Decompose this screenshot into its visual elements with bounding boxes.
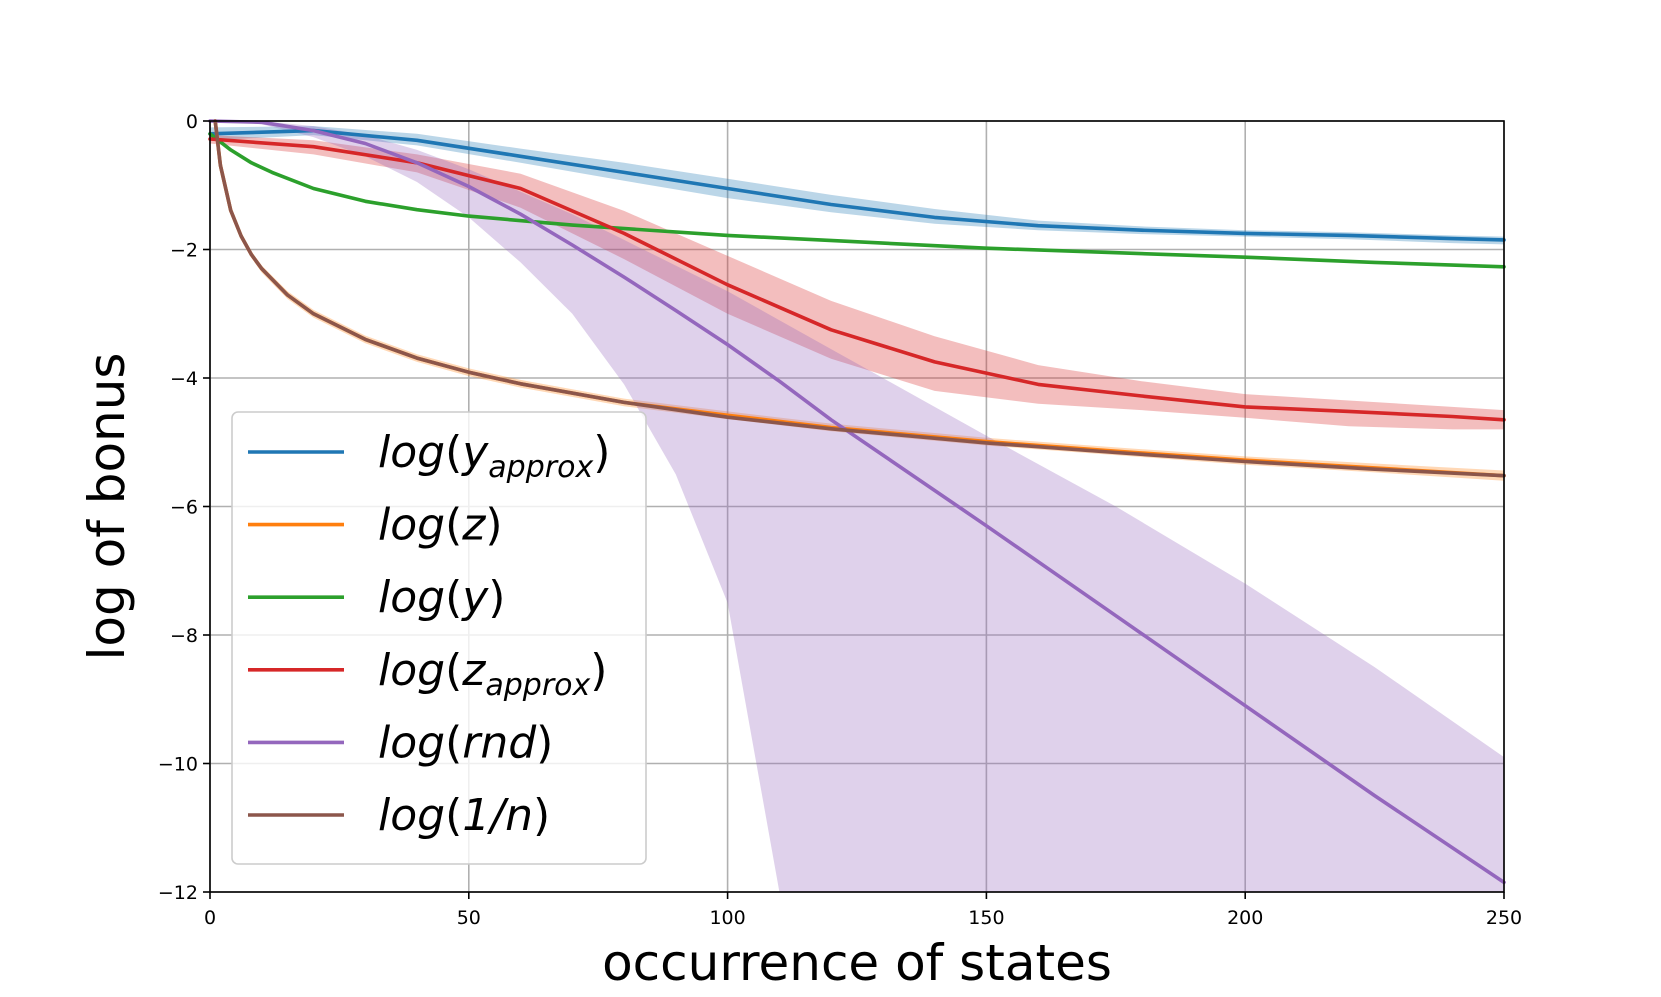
x-tick-label-1: 50 [457,907,481,929]
x-tick-label-5: 250 [1486,907,1522,929]
y-tick-label-2: −4 [170,368,198,390]
legend-label-2: log(y) [378,572,505,623]
y-tick-label-4: −8 [170,625,198,647]
y-tick-label-3: −6 [170,497,198,519]
legend-label-5: log(1/n) [378,790,550,841]
series-lines [208,119,1506,885]
x-tick-label-2: 100 [709,907,745,929]
series-line-3 [208,137,1506,422]
ticks: 0 50 100 150 200 250 0 −2 −4 −6 −8 −10 −12 [158,111,1522,929]
legend-label-4: log(rnd) [378,717,553,768]
legend: log(yapprox) log(z) log(y) log(zapprox) log(… [231,411,647,865]
y-tick-label-6: −12 [158,882,198,904]
series-line-4 [208,119,1506,885]
y-tick-label-5: −10 [158,754,198,776]
x-axis-label: occurrence of states [602,934,1112,992]
series-line-5 [213,119,1506,478]
band-4 [210,121,1504,892]
legend-label-3: log(zapprox) [378,645,607,703]
x-tick-label-4: 200 [1227,907,1263,929]
y-tick-label-0: 0 [186,111,198,133]
x-tick-label-3: 150 [968,907,1004,929]
legend-label-0: log(yapprox) [378,427,610,485]
band-3 [210,135,1504,430]
y-tick-label-1: −2 [170,240,198,262]
band-0 [210,126,1504,245]
series-line-2 [208,132,1506,269]
legend-label-1: log(z) [378,500,503,551]
x-tick-label-0: 0 [204,907,216,929]
series-line-0 [208,128,1506,242]
y-axis-label: log of bonus [78,353,136,661]
